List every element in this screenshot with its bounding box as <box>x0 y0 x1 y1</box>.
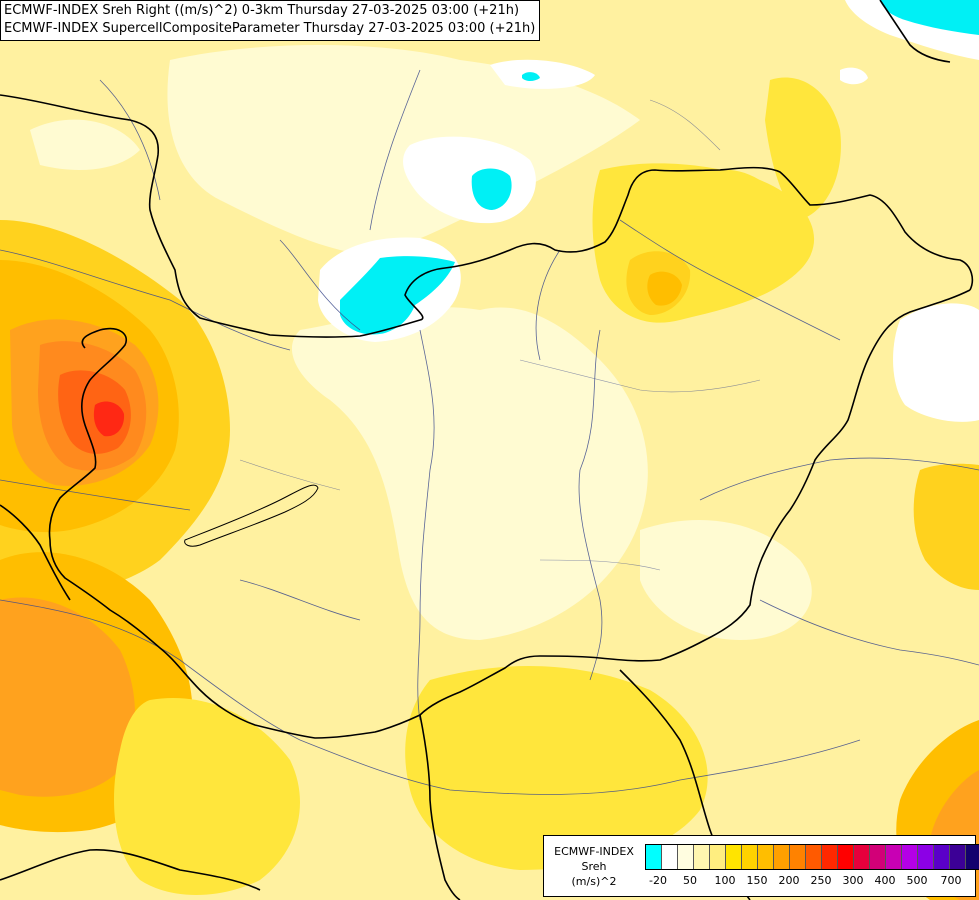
yellow-region-northeast-band <box>690 169 782 270</box>
legend-tick-label: -20 <box>649 874 667 887</box>
legend-tick-label: 500 <box>906 874 928 887</box>
white-patch-east <box>893 303 979 422</box>
legend-tick-label: 150 <box>746 874 768 887</box>
legend-swatch <box>774 845 790 869</box>
legend-tick-label: 700 <box>940 874 962 887</box>
cyan-patch-center <box>340 256 455 335</box>
map-title-line1: ECMWF-INDEX Sreh Right ((m/s)^2) 0-3km T… <box>4 3 520 18</box>
legend-swatch <box>934 845 950 869</box>
legend-swatch <box>646 845 662 869</box>
legend-swatch <box>886 845 902 869</box>
yellow-region-north-east-ridge <box>765 77 841 220</box>
legend-tick-labels: -20 50 100 150 200 250 300 400 500 700 <box>645 874 971 890</box>
legend-swatch <box>902 845 918 869</box>
legend-color-bar <box>645 844 979 870</box>
legend-swatch <box>822 845 838 869</box>
yellow-region-southwest-lower <box>114 698 300 895</box>
pale-region-east <box>640 520 812 640</box>
legend-tick-label: 50 <box>683 874 697 887</box>
cyan-patch-northeast <box>880 0 979 35</box>
legend-swatch <box>710 845 726 869</box>
legend-swatch <box>950 845 966 869</box>
legend-swatch <box>678 845 694 869</box>
legend-swatch <box>854 845 870 869</box>
legend-swatch <box>726 845 742 869</box>
legend-tick-label: 250 <box>810 874 832 887</box>
legend-tick-label: 400 <box>874 874 896 887</box>
legend-swatch <box>806 845 822 869</box>
white-patch-top <box>490 59 595 89</box>
orange-region-southwest <box>0 597 135 797</box>
legend-swatch <box>838 845 854 869</box>
legend-swatch <box>790 845 806 869</box>
legend-swatch <box>662 845 678 869</box>
orange-blob-northeast <box>647 271 682 306</box>
legend-label: ECMWF-INDEX Sreh (m/s)^2 <box>546 844 642 889</box>
legend-label-line3: (m/s)^2 <box>571 875 617 888</box>
pale-region-north <box>167 45 640 253</box>
white-patch-small <box>840 67 868 85</box>
yellow-region-south <box>405 666 708 870</box>
pale-region-northwest <box>30 119 140 170</box>
legend-swatch <box>742 845 758 869</box>
legend-tick-label: 100 <box>714 874 736 887</box>
cyan-patch-top <box>522 72 540 81</box>
pale-region-center <box>291 307 648 640</box>
legend-swatch <box>966 845 979 869</box>
legend-swatch <box>758 845 774 869</box>
region-boundaries <box>239 99 761 571</box>
legend-tick-label: 200 <box>778 874 800 887</box>
legend-tick-label: 300 <box>842 874 864 887</box>
legend-label-line2: Sreh <box>581 860 607 873</box>
lake-outline <box>184 484 319 547</box>
red-core-west <box>93 401 125 437</box>
legend-swatch <box>694 845 710 869</box>
legend-swatch <box>918 845 934 869</box>
rivers <box>0 69 979 795</box>
map-title-line2: ECMWF-INDEX SupercellCompositeParameter … <box>4 21 536 36</box>
cyan-patch-north <box>471 168 512 210</box>
gold-region-east <box>913 463 979 590</box>
map-title-box: ECMWF-INDEX Sreh Right ((m/s)^2) 0-3km T… <box>0 0 541 41</box>
legend-label-line1: ECMWF-INDEX <box>554 845 634 858</box>
legend-swatch <box>870 845 886 869</box>
color-legend: ECMWF-INDEX Sreh (m/s)^2 -20 50 100 150 200 2… <box>543 835 979 897</box>
